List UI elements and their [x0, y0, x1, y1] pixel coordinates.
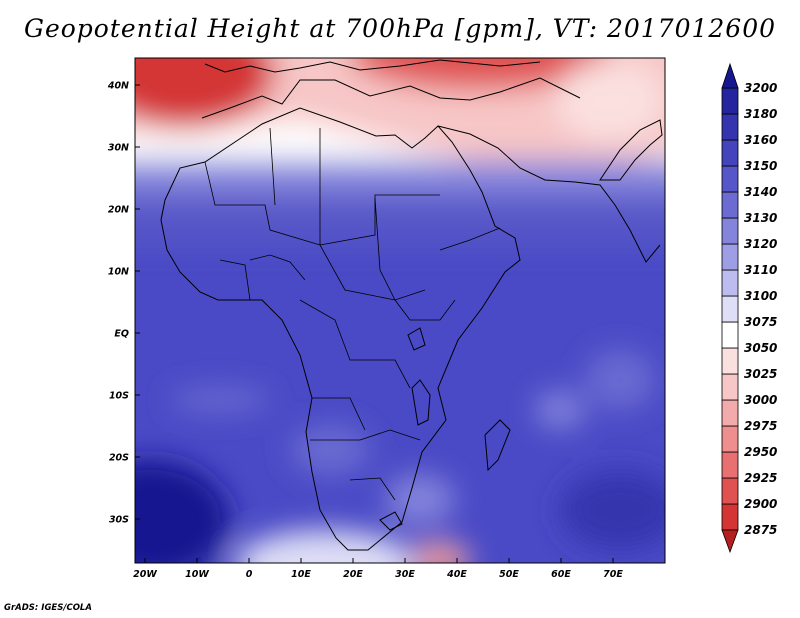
- grads-credit: GrADS: IGES/COLA: [4, 603, 92, 613]
- height-field: [135, 58, 665, 563]
- lon-tick-label: 30E: [395, 569, 415, 580]
- colorbar-label: 3150: [744, 159, 777, 173]
- colorbar-label: 3120: [744, 237, 777, 251]
- lat-tick-label: 10S: [109, 391, 129, 402]
- colorbar-label: 2900: [744, 497, 777, 511]
- lat-tick-label: 20S: [109, 453, 129, 464]
- colorbar-swatch: [721, 165, 739, 193]
- colorbar-swatch: [721, 191, 739, 219]
- latitude-axis: 40N 30N 20N 10N EQ 10S 20S 30S: [107, 81, 140, 526]
- lon-tick-label: 40E: [446, 569, 467, 580]
- lon-tick-label: 50E: [499, 569, 519, 580]
- lon-tick-label: 20E: [343, 569, 363, 580]
- lat-tick-label: 20N: [108, 205, 129, 216]
- map-frame: [134, 57, 666, 564]
- colorbar-label: 3160: [744, 133, 777, 147]
- colorbar-label: 3140: [744, 185, 777, 199]
- colorbar-label: 3050: [744, 341, 777, 355]
- lat-tick-label: EQ: [114, 329, 129, 340]
- colorbar: 2875 2900 2925 2950 2975 3000 3025 3050 3075 3100…: [721, 62, 777, 554]
- colorbar-high-triangle: [721, 62, 739, 89]
- lon-tick-label: 60E: [551, 569, 571, 580]
- colorbar-low-triangle: [721, 529, 739, 554]
- colorbar-swatch: [721, 243, 739, 271]
- colorbar-swatch: [721, 321, 739, 349]
- lat-tick-label: 40N: [107, 81, 129, 92]
- colorbar-label: 3100: [744, 289, 777, 303]
- longitude-axis: 20W 10W 0 10E 20E 30E 40E 50E 60E 70E: [133, 558, 623, 580]
- colorbar-swatch: [721, 139, 739, 167]
- colorbar-label: 2975: [744, 419, 777, 433]
- colorbar-swatch: [721, 113, 739, 141]
- colorbar-label: 2875: [744, 523, 777, 537]
- colorbar-label: 2925: [744, 471, 777, 485]
- colorbar-swatch: [721, 87, 739, 115]
- coastlines: [160, 59, 663, 551]
- colorbar-label: 3000: [744, 393, 777, 407]
- colorbar-swatch: [721, 503, 739, 531]
- lon-tick-label: 0: [246, 569, 253, 580]
- lon-tick-label: 10W: [185, 569, 209, 580]
- lon-tick-label: 10E: [291, 569, 311, 580]
- lon-tick-label: 20W: [133, 569, 157, 580]
- lat-tick-label: 10N: [108, 267, 129, 278]
- colorbar-swatch: [721, 295, 739, 323]
- colorbar-label: 2950: [744, 445, 777, 459]
- colorbar-swatch: [721, 451, 739, 479]
- colorbar-label: 3130: [744, 211, 777, 225]
- colorbar-label: 3180: [744, 107, 777, 121]
- colorbar-label: 3200: [744, 81, 777, 95]
- lon-tick-label: 70E: [603, 569, 623, 580]
- colorbar-label: 3110: [744, 263, 777, 277]
- lat-tick-label: 30N: [108, 143, 129, 154]
- colorbar-label: 3025: [744, 367, 777, 381]
- colorbar-swatch: [721, 425, 739, 453]
- colorbar-swatch: [721, 399, 739, 427]
- colorbar-label: 3075: [744, 315, 777, 329]
- map-title: Geopotential Height at 700hPa [gpm], VT:…: [23, 14, 777, 43]
- lat-tick-label: 30S: [109, 515, 129, 526]
- colorbar-swatch: [721, 269, 739, 297]
- colorbar-swatch: [721, 217, 739, 245]
- country-borders: [204, 127, 501, 501]
- colorbar-swatch: [721, 347, 739, 375]
- colorbar-swatch: [721, 373, 739, 401]
- colorbar-swatch: [721, 477, 739, 505]
